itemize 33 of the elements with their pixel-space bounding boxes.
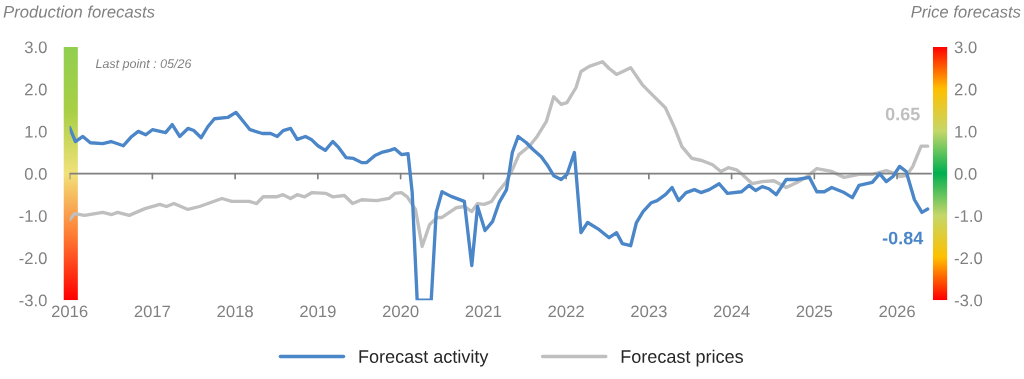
y2-axis-title: Price forecasts	[911, 5, 1021, 18]
y-tick-label: -2.0	[19, 252, 47, 265]
x-tick-label: 2026	[879, 305, 915, 318]
x-tick-label: 2017	[134, 305, 171, 318]
y-tick-label: 2.0	[25, 83, 47, 96]
legend-label: Forecast activity	[359, 349, 489, 367]
x-tick-label: 2023	[631, 305, 667, 318]
x-tick-label: 2019	[300, 305, 336, 318]
x-tick-label: 2022	[548, 305, 584, 318]
y-tick-label: -1.0	[19, 210, 47, 222]
y2-tick-label: 3.0	[954, 41, 977, 54]
y-tick-label: -3.0	[19, 294, 47, 307]
data-label: 0.65	[885, 107, 920, 121]
annotation: Last point : 05/26	[95, 58, 192, 71]
x-tick-label: 2016	[51, 305, 88, 318]
x-tick-label: 2018	[217, 305, 253, 318]
y2-tick-label: -2.0	[954, 252, 983, 265]
x-tick-label: 2025	[796, 305, 833, 318]
y2-tick-label: -3.0	[954, 294, 983, 307]
y2-tick-label: 2.0	[954, 83, 977, 96]
y2-tick-label: -1.0	[954, 210, 983, 222]
y2-tick-label: 1.0	[955, 125, 977, 138]
x-tick-label: 2020	[382, 305, 419, 318]
y-tick-label: 0.0	[24, 167, 47, 180]
legend-label: Forecast prices	[621, 349, 743, 367]
data-label: -0.84	[882, 231, 924, 245]
x-tick-label: 2021	[465, 305, 502, 318]
y-tick-label: 3.0	[24, 41, 47, 54]
y-tick-label: 1.0	[25, 125, 47, 138]
y-axis-title: Production forecasts	[3, 5, 155, 18]
line-series	[69, 60, 930, 249]
x-tick-label: 2024	[713, 305, 750, 318]
y2-tick-label: 0.0	[954, 167, 977, 180]
